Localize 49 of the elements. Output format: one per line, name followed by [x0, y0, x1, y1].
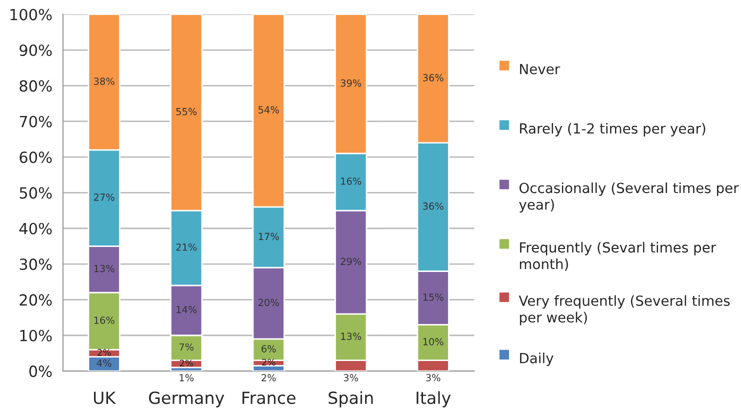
- y-tick-label: 90%: [20, 44, 52, 56]
- data-label: 36%: [423, 202, 444, 210]
- data-label: 17%: [258, 232, 279, 240]
- y-tick-label: 40%: [19, 222, 52, 234]
- data-label: 2%: [180, 360, 194, 367]
- data-label: 2%: [98, 349, 111, 356]
- legend-label: Occasionally (Several times per year): [519, 182, 739, 212]
- data-label: 39%: [340, 79, 362, 87]
- data-label: 7%: [179, 343, 194, 351]
- data-label: 14%: [176, 306, 197, 314]
- legend-label: Never: [520, 64, 560, 74]
- data-label: 4%: [96, 359, 112, 367]
- data-label: 15%: [423, 293, 444, 301]
- x-tick-label: Spain: [328, 391, 373, 408]
- data-label: 55%: [176, 108, 197, 116]
- data-label: 10%: [423, 338, 444, 346]
- y-tick-label: 0%: [29, 366, 52, 378]
- data-label: 27%: [94, 194, 114, 201]
- x-tick-label: Germany: [148, 391, 224, 408]
- data-label: 3%: [344, 374, 358, 382]
- data-label: 36%: [423, 74, 444, 82]
- y-tick-label: 80%: [20, 80, 52, 92]
- y-tick-label: 30%: [20, 258, 52, 270]
- data-label: 1%: [180, 374, 194, 382]
- legend-label: Daily: [520, 352, 554, 366]
- data-label: 2%: [262, 374, 276, 382]
- legend-label: Very frequently (Several times per week): [518, 295, 730, 326]
- x-tick-label: UK: [94, 392, 116, 404]
- data-label: 20%: [258, 298, 279, 306]
- y-tick-label: 10%: [20, 330, 52, 342]
- y-tick-label: 100%: [10, 8, 52, 20]
- legend-label: Rarely (1-2 times per year): [520, 123, 706, 136]
- x-tick-label: France: [242, 392, 296, 404]
- data-label: 3%: [426, 374, 440, 382]
- data-label: 13%: [94, 264, 114, 272]
- data-label: 38%: [94, 78, 114, 85]
- data-label: 21%: [176, 243, 197, 251]
- data-label: 54%: [258, 106, 279, 114]
- data-label: 16%: [341, 177, 362, 185]
- data-label: 6%: [262, 345, 276, 352]
- legend-label: Frequently (Sevarl times per month): [520, 242, 716, 271]
- y-tick-label: 20%: [20, 294, 52, 306]
- y-tick-label: 70%: [20, 116, 52, 128]
- y-tick-label: 50%: [20, 187, 52, 199]
- y-tick-label: 60%: [20, 151, 52, 164]
- data-label: 29%: [340, 258, 362, 266]
- data-label: 16%: [94, 316, 114, 324]
- x-tick-label: Italy: [416, 391, 451, 408]
- data-label: 13%: [341, 332, 362, 340]
